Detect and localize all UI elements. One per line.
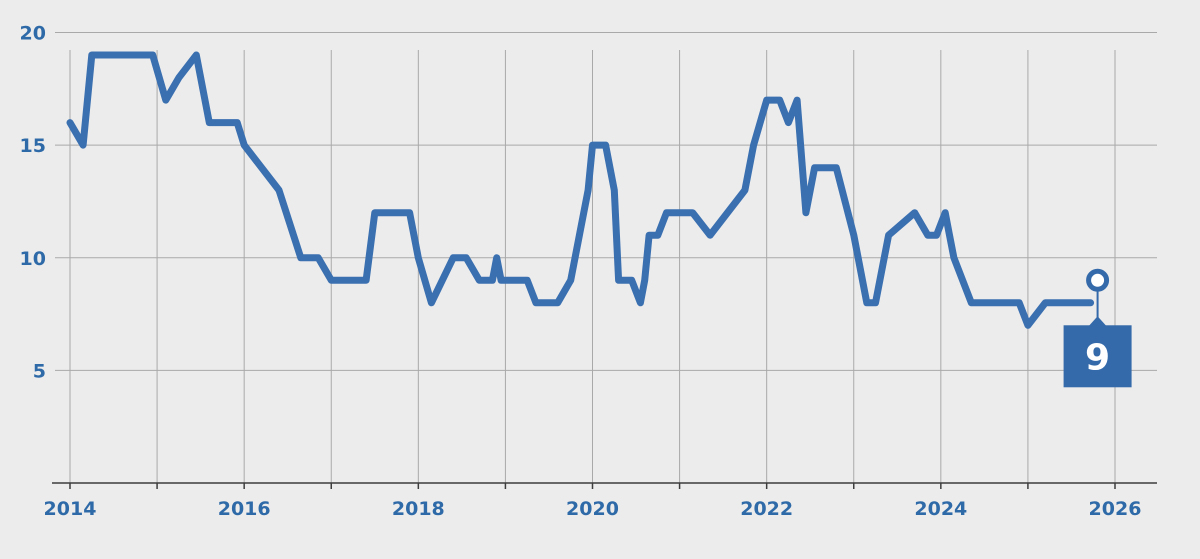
latest-value-callout: 9	[1063, 268, 1132, 388]
x-tick-label: 2018	[392, 498, 445, 520]
series-group	[66, 51, 1095, 329]
x-tick-label: 2014	[44, 498, 97, 520]
x-tick-label: 2026	[1089, 498, 1142, 520]
callout-box	[1063, 325, 1132, 388]
y-tick-label: 5	[33, 360, 46, 382]
y-tick-label: 20	[20, 23, 46, 45]
latest-point-marker	[1086, 268, 1110, 292]
gridlines	[55, 32, 1157, 483]
series-line	[66, 51, 1095, 329]
x-axis-labels: 2014 2016 2018 2020 2022 2024 2026	[44, 498, 1142, 520]
x-tick-label: 2024	[914, 498, 967, 520]
x-axis	[52, 482, 1157, 489]
y-tick-label: 10	[20, 248, 46, 270]
callout-value: 9	[1085, 337, 1110, 378]
x-tick-label: 2020	[566, 498, 619, 520]
callout-pointer	[1088, 316, 1107, 327]
x-tick-label: 2022	[740, 498, 793, 520]
y-tick-label: 15	[20, 135, 46, 157]
x-tick-label: 2016	[218, 498, 271, 520]
y-axis-labels: 5 10 15 20	[20, 23, 46, 383]
